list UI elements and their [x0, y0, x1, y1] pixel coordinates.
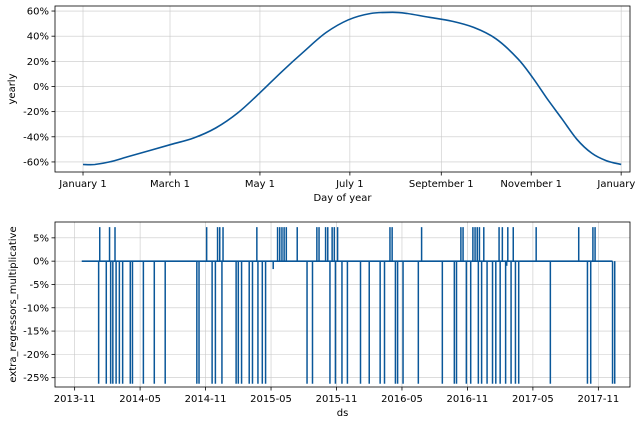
- yearly-x-axis-label: Day of year: [313, 193, 372, 204]
- x-tick-label: 2017-05: [512, 394, 554, 405]
- x-tick-label: July 1: [335, 179, 364, 190]
- x-tick-label: January 1: [596, 179, 638, 190]
- yearly-chart: January 1 March 1 May 1 July 1 September 1 No…: [7, 5, 638, 204]
- y-tick-label: 20%: [27, 57, 49, 68]
- y-tick-label: 5%: [33, 233, 49, 244]
- x-tick-label: 2014-11: [185, 394, 227, 405]
- y-tick-label: 0%: [33, 257, 49, 268]
- regressors-x-axis-label: ds: [337, 408, 349, 419]
- x-tick-label: 2015-11: [316, 394, 358, 405]
- y-tick-label: -40%: [23, 132, 49, 143]
- yearly-gridlines: [55, 6, 630, 172]
- x-tick-label: November 1: [500, 179, 562, 190]
- x-tick-label: September 1: [409, 179, 474, 190]
- y-tick-label: 40%: [27, 32, 49, 43]
- x-tick-label: 2013-11: [54, 394, 96, 405]
- yearly-axes-frame: [54, 5, 631, 173]
- y-tick-label: -15%: [23, 327, 49, 338]
- y-tick-label: -60%: [23, 157, 49, 168]
- x-tick-label: 2015-05: [250, 394, 292, 405]
- y-tick-label: -10%: [23, 303, 49, 314]
- x-tick-label: 2016-05: [381, 394, 423, 405]
- regressors-ticks: 2013-11 2014-05 2014-11 2015-05 2015-11 2016-…: [23, 233, 619, 405]
- regressors-plot-area: [81, 227, 616, 384]
- yearly-plot-area: [82, 11, 622, 166]
- y-tick-label: 60%: [27, 7, 49, 18]
- yearly-ticks: January 1 March 1 May 1 July 1 September 1 No…: [23, 7, 638, 190]
- extra-regressors-chart: 2013-11 2014-05 2014-11 2015-05 2015-11 2016-…: [8, 221, 631, 419]
- x-tick-label: March 1: [150, 179, 190, 190]
- regressors-y-axis-label: extra_regressors_multiplicative: [8, 226, 19, 382]
- y-tick-label: 0%: [33, 82, 49, 93]
- x-tick-label: January 1: [58, 179, 106, 190]
- yearly-y-axis-label: yearly: [7, 73, 18, 104]
- y-tick-label: -25%: [23, 373, 49, 384]
- yearly-series-line: [82, 11, 622, 166]
- y-tick-label: -20%: [23, 350, 49, 361]
- x-tick-label: 2017-11: [577, 394, 619, 405]
- regressors-axes-frame: [54, 221, 631, 388]
- x-tick-label: May 1: [245, 179, 275, 190]
- y-tick-label: -20%: [23, 107, 49, 118]
- y-tick-label: -5%: [30, 280, 49, 291]
- x-tick-label: 2014-05: [119, 394, 161, 405]
- x-tick-label: 2016-11: [447, 394, 489, 405]
